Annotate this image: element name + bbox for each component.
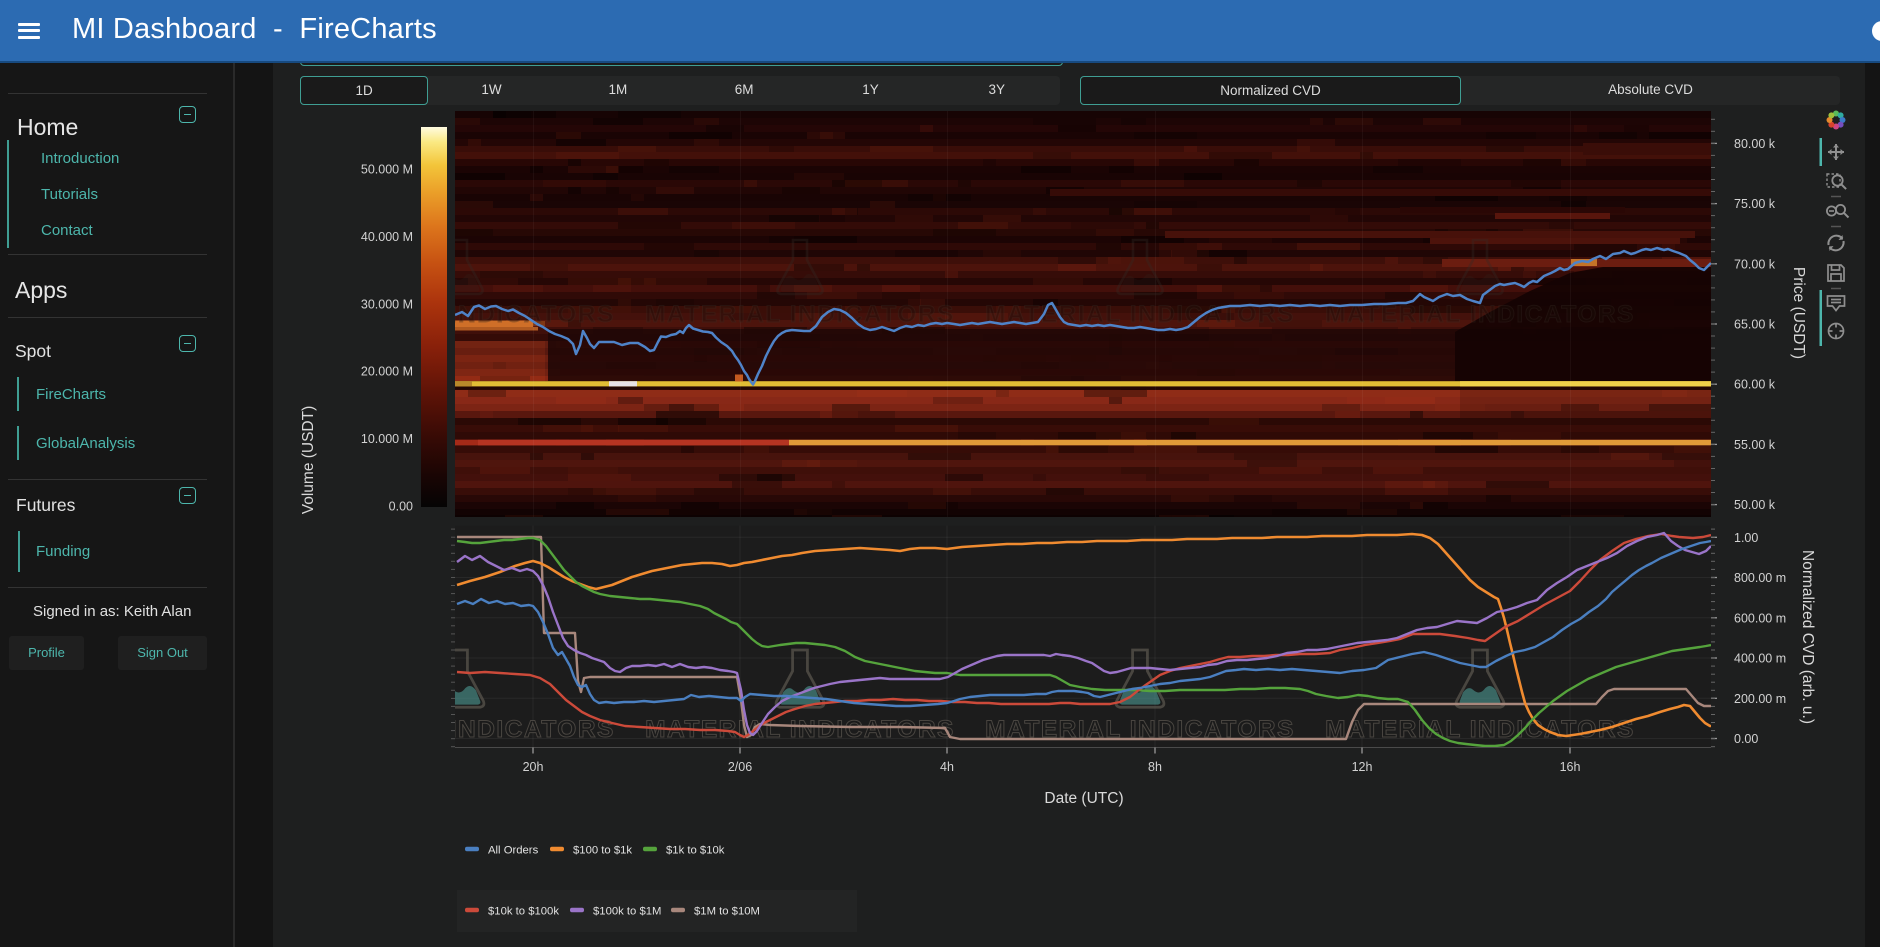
svg-text:20h: 20h: [523, 760, 544, 774]
svg-text:20.000 M: 20.000 M: [361, 365, 413, 379]
svg-text:MATERIAL INDICATORS: MATERIAL INDICATORS: [1325, 716, 1635, 743]
svg-text:$1k to $10k: $1k to $10k: [666, 845, 725, 857]
svg-text:200.00 m: 200.00 m: [1734, 692, 1786, 706]
svg-text:$10k to $100k: $10k to $100k: [488, 906, 559, 918]
svg-text:$100 to $1k: $100 to $1k: [573, 845, 632, 857]
svg-text:60.00 k: 60.00 k: [1734, 378, 1776, 392]
svg-text:800.00 m: 800.00 m: [1734, 571, 1786, 585]
svg-text:50.000 M: 50.000 M: [361, 163, 413, 177]
svg-text:70.00 k: 70.00 k: [1734, 257, 1776, 271]
svg-text:65.00 k: 65.00 k: [1734, 318, 1776, 332]
svg-text:MATERIAL INDICATORS: MATERIAL INDICATORS: [305, 301, 615, 328]
svg-text:0.00: 0.00: [1734, 732, 1758, 746]
svg-text:MATERIAL INDICATORS: MATERIAL INDICATORS: [1325, 301, 1635, 328]
svg-text:$100k to $1M: $100k to $1M: [593, 906, 661, 918]
svg-text:2/06: 2/06: [728, 760, 752, 774]
svg-text:MATERIAL INDICATORS: MATERIAL INDICATORS: [645, 301, 955, 328]
svg-text:55.00 k: 55.00 k: [1734, 438, 1776, 452]
svg-text:12h: 12h: [1352, 760, 1373, 774]
svg-text:10.000 M: 10.000 M: [361, 432, 413, 446]
svg-text:80.00 k: 80.00 k: [1734, 137, 1776, 151]
svg-text:16h: 16h: [1560, 760, 1581, 774]
svg-text:All Orders: All Orders: [488, 845, 539, 857]
svg-text:MATERIAL INDICATORS: MATERIAL INDICATORS: [305, 716, 615, 743]
svg-text:600.00 m: 600.00 m: [1734, 611, 1786, 625]
svg-text:Normalized CVD (arb. u.): Normalized CVD (arb. u.): [1799, 550, 1816, 724]
svg-text:Volume (USDT): Volume (USDT): [300, 406, 317, 515]
svg-text:4h: 4h: [940, 760, 954, 774]
svg-text:0.00: 0.00: [389, 500, 413, 514]
svg-text:$1M to $10M: $1M to $10M: [694, 906, 760, 918]
svg-text:50.00 k: 50.00 k: [1734, 498, 1776, 512]
svg-text:400.00 m: 400.00 m: [1734, 652, 1786, 666]
svg-text:30.000 M: 30.000 M: [361, 297, 413, 311]
svg-text:8h: 8h: [1148, 760, 1162, 774]
svg-text:Price (USDT): Price (USDT): [1790, 267, 1807, 359]
svg-text:Date (UTC): Date (UTC): [1044, 790, 1123, 807]
svg-text:75.00 k: 75.00 k: [1734, 197, 1776, 211]
svg-text:1.00: 1.00: [1734, 531, 1758, 545]
svg-text:40.000 M: 40.000 M: [361, 230, 413, 244]
